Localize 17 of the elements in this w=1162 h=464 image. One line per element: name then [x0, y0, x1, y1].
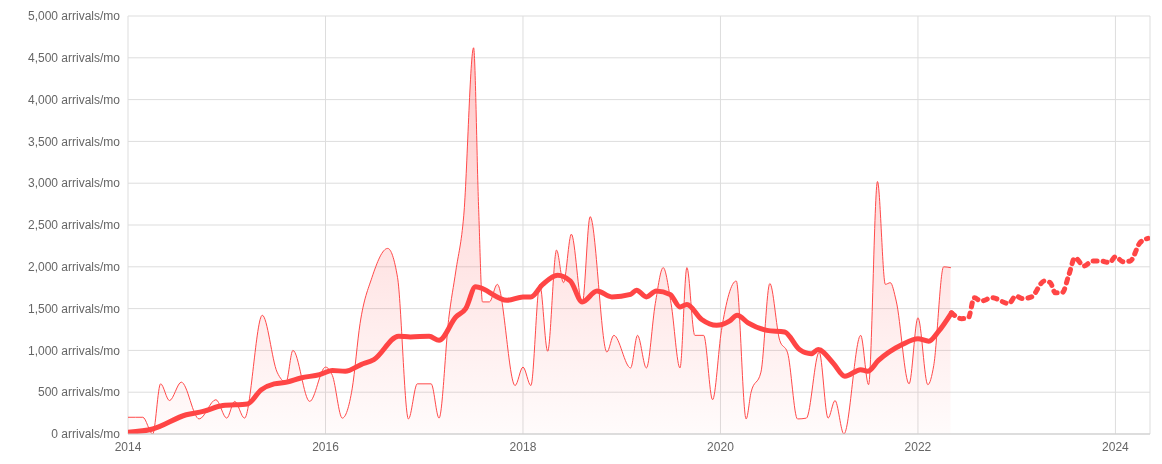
x-tick-label: 2022: [904, 439, 932, 454]
y-tick-label: 4,000 arrivals/mo: [27, 92, 121, 107]
y-tick-label: 2,000 arrivals/mo: [27, 260, 121, 275]
y-tick-label: 2,500 arrivals/mo: [27, 218, 121, 233]
y-tick-label: 1,000 arrivals/mo: [27, 343, 121, 358]
x-tick-label: 2018: [509, 439, 537, 454]
y-tick-label: 0 arrivals/mo: [51, 427, 121, 442]
y-tick-label: 3,500 arrivals/mo: [27, 134, 121, 149]
x-tick-label: 2020: [707, 439, 735, 454]
y-tick-label: 5,000 arrivals/mo: [27, 9, 121, 24]
y-tick-label: 1,500 arrivals/mo: [27, 301, 121, 316]
x-tick-label: 2024: [1102, 439, 1130, 454]
y-tick-label: 3,000 arrivals/mo: [27, 176, 121, 191]
y-tick-label: 500 arrivals/mo: [37, 385, 121, 400]
x-tick-label: 2016: [312, 439, 340, 454]
y-tick-label: 4,500 arrivals/mo: [27, 51, 121, 66]
x-tick-label: 2014: [114, 439, 142, 454]
